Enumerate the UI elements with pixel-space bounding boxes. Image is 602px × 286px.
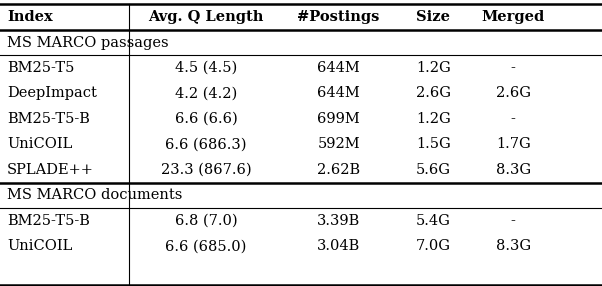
Text: -: - [510, 112, 516, 126]
Text: BM25-T5-B: BM25-T5-B [7, 112, 90, 126]
Text: 6.6 (685.0): 6.6 (685.0) [166, 239, 247, 253]
Text: 644M: 644M [317, 61, 360, 75]
Text: 6.8 (7.0): 6.8 (7.0) [175, 214, 238, 228]
Text: 8.3G: 8.3G [495, 163, 531, 177]
Text: 5.4G: 5.4G [416, 214, 451, 228]
Text: 8.3G: 8.3G [495, 239, 531, 253]
Text: BM25-T5-B: BM25-T5-B [7, 214, 90, 228]
Text: MS MARCO documents: MS MARCO documents [7, 188, 182, 202]
Text: BM25-T5: BM25-T5 [7, 61, 75, 75]
Text: 3.04B: 3.04B [317, 239, 360, 253]
Text: #Postings: #Postings [297, 10, 380, 24]
Text: 23.3 (867.6): 23.3 (867.6) [161, 163, 252, 177]
Text: -: - [510, 61, 516, 75]
Text: SPLADE++: SPLADE++ [7, 163, 94, 177]
Text: 4.2 (4.2): 4.2 (4.2) [175, 86, 237, 100]
Text: DeepImpact: DeepImpact [7, 86, 97, 100]
Text: -: - [510, 214, 516, 228]
Text: Index: Index [7, 10, 53, 24]
Text: 4.5 (4.5): 4.5 (4.5) [175, 61, 237, 75]
Text: 699M: 699M [317, 112, 360, 126]
Text: UniCOIL: UniCOIL [7, 239, 73, 253]
Text: 592M: 592M [317, 138, 360, 151]
Text: Size: Size [417, 10, 450, 24]
Text: UniCOIL: UniCOIL [7, 138, 73, 151]
Text: 6.6 (686.3): 6.6 (686.3) [166, 138, 247, 151]
Text: 1.2G: 1.2G [416, 112, 451, 126]
Text: 1.7G: 1.7G [496, 138, 530, 151]
Text: 3.39B: 3.39B [317, 214, 360, 228]
Text: 6.6 (6.6): 6.6 (6.6) [175, 112, 238, 126]
Text: Merged: Merged [482, 10, 545, 24]
Text: 644M: 644M [317, 86, 360, 100]
Text: 2.6G: 2.6G [416, 86, 451, 100]
Text: 1.5G: 1.5G [416, 138, 451, 151]
Text: 2.6G: 2.6G [495, 86, 531, 100]
Text: 2.62B: 2.62B [317, 163, 360, 177]
Text: 1.2G: 1.2G [416, 61, 451, 75]
Text: 5.6G: 5.6G [416, 163, 451, 177]
Text: MS MARCO passages: MS MARCO passages [7, 35, 169, 49]
Text: 7.0G: 7.0G [416, 239, 451, 253]
Text: Avg. Q Length: Avg. Q Length [149, 10, 264, 24]
